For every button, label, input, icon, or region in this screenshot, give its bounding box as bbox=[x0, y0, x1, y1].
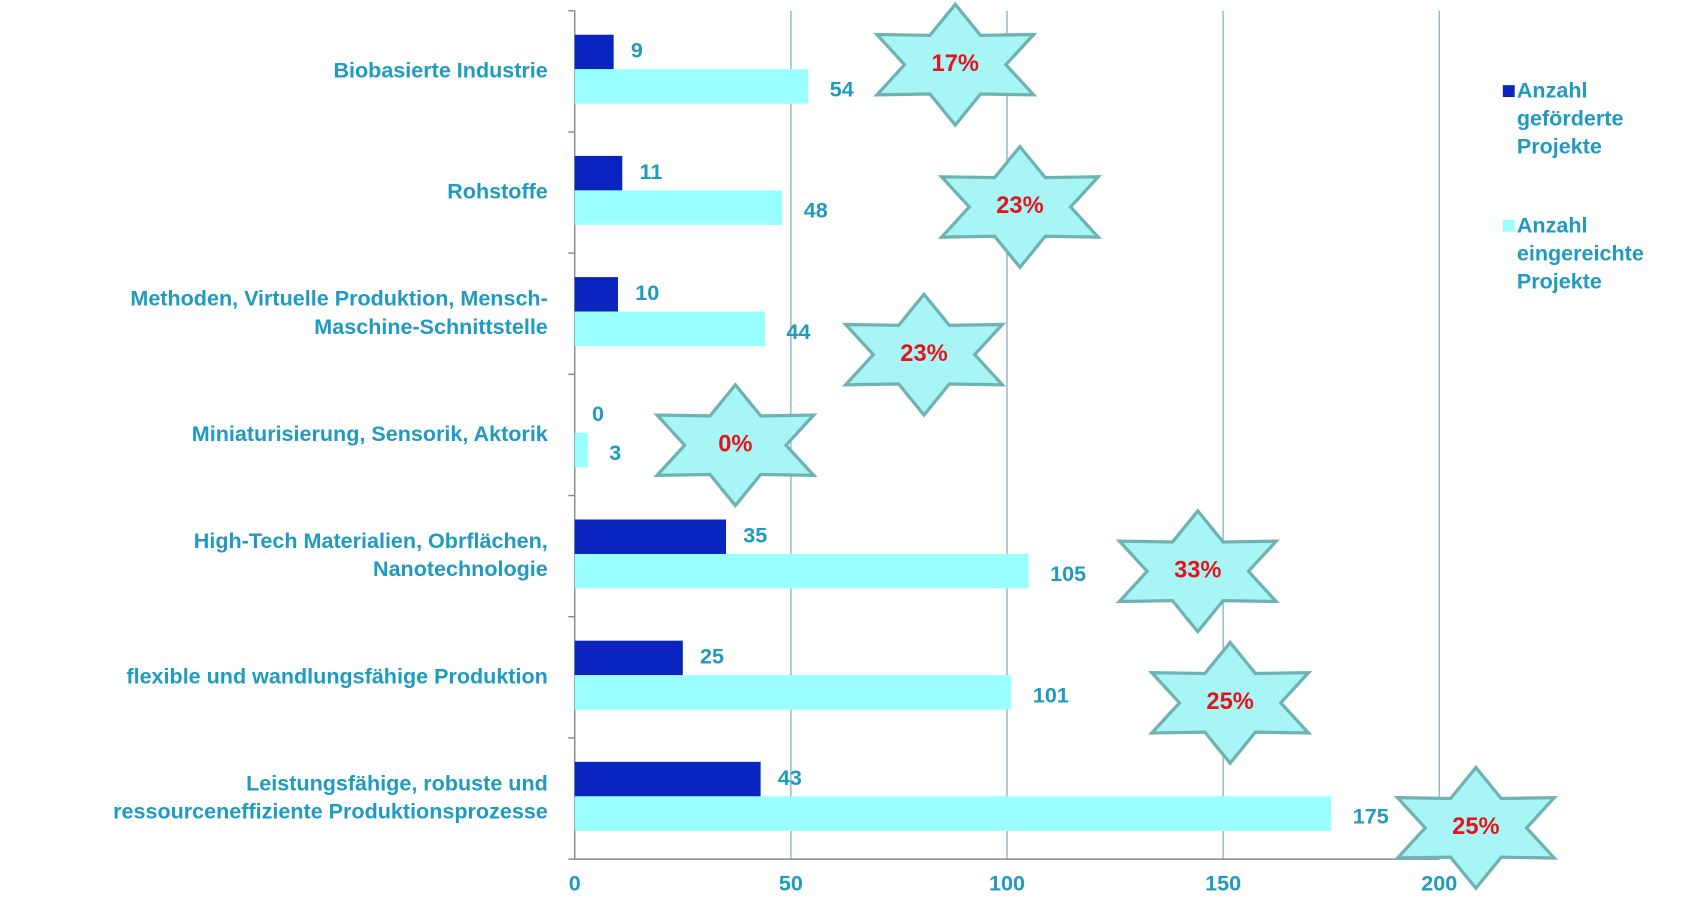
data-label: 44 bbox=[786, 319, 810, 344]
data-label: 11 bbox=[640, 159, 663, 184]
bar bbox=[574, 796, 1332, 831]
bar bbox=[574, 69, 809, 104]
y-tick-label: flexible und wandlungsfähige Produktion bbox=[126, 663, 547, 688]
star-callout bbox=[1115, 508, 1280, 635]
data-label: 9 bbox=[631, 38, 643, 63]
x-tick-label: 200 bbox=[1421, 871, 1457, 896]
star-callout bbox=[1393, 764, 1559, 891]
star-callout bbox=[841, 291, 1007, 418]
legend-swatch bbox=[1502, 85, 1515, 98]
data-label: 54 bbox=[830, 76, 854, 101]
annotation: 0% bbox=[718, 431, 752, 457]
data-label: 105 bbox=[1050, 561, 1086, 586]
x-tick-label: 100 bbox=[989, 871, 1025, 896]
bar bbox=[574, 761, 761, 797]
x-tick-label: 150 bbox=[1205, 871, 1241, 896]
data-label: 3 bbox=[609, 440, 621, 465]
annotation: 25% bbox=[1206, 689, 1253, 715]
data-label: 43 bbox=[778, 765, 802, 790]
x-tick-label: 50 bbox=[779, 871, 803, 896]
data-label: 10 bbox=[635, 280, 659, 305]
bar bbox=[574, 675, 1012, 710]
x-tick-label: 0 bbox=[569, 871, 581, 896]
annotation: 23% bbox=[900, 341, 947, 367]
bar bbox=[574, 519, 727, 554]
bar bbox=[574, 311, 765, 347]
bar bbox=[574, 277, 618, 312]
legend-label: Anzahl eingereichte Projekte bbox=[1517, 212, 1644, 293]
annotation: 17% bbox=[932, 51, 979, 77]
bar bbox=[574, 553, 1029, 589]
data-label: 25 bbox=[700, 644, 724, 669]
data-label: 48 bbox=[804, 198, 828, 223]
y-tick-label: Methoden, Virtuelle Produktion, Mensch-M… bbox=[130, 285, 547, 338]
data-label: 101 bbox=[1033, 682, 1069, 707]
annotation: 25% bbox=[1452, 814, 1499, 840]
bar bbox=[574, 155, 623, 191]
bar bbox=[574, 34, 614, 70]
annotation: 33% bbox=[1174, 558, 1221, 584]
y-tick-label: Biobasierte Industrie bbox=[333, 57, 547, 82]
star-callout bbox=[873, 1, 1038, 128]
star-callout bbox=[653, 382, 818, 509]
bar bbox=[574, 190, 783, 225]
data-label: 0 bbox=[592, 401, 604, 426]
legend-label: Anzahl geförderte Projekte bbox=[1517, 77, 1624, 158]
star-callout bbox=[937, 144, 1103, 270]
data-label: 35 bbox=[743, 522, 767, 547]
star-callout bbox=[1148, 639, 1313, 766]
legend-swatch bbox=[1502, 219, 1515, 232]
bar bbox=[574, 640, 683, 676]
bar bbox=[574, 432, 588, 468]
y-tick-label: High-Tech Materialien, Obrflächen, Nanote… bbox=[194, 528, 548, 581]
data-label: 175 bbox=[1353, 804, 1389, 829]
y-tick-label: Miniaturisierung, Sensorik, Aktorik bbox=[192, 421, 548, 446]
y-tick-label: Leistungsfähige, robuste und ressourcenef… bbox=[113, 770, 548, 823]
annotation: 23% bbox=[996, 193, 1043, 219]
y-tick-label: Rohstoffe bbox=[447, 178, 548, 203]
